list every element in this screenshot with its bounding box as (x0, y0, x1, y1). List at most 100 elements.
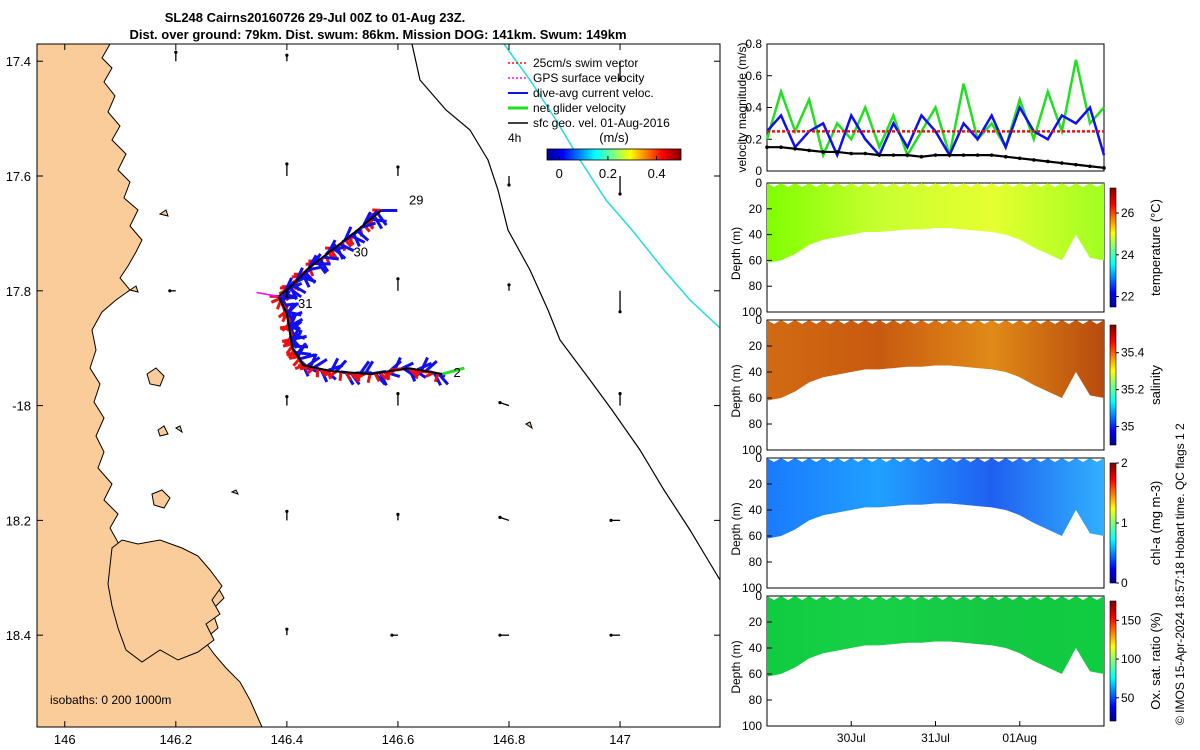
section-y-axis-label: Depth (m) (729, 227, 743, 280)
swim-vector (292, 357, 301, 367)
section-y-tick-label: 80 (749, 555, 763, 569)
sfc-geo-arrowhead (285, 394, 289, 399)
swim-vector (282, 342, 293, 348)
figure-title-line1: SL248 Cairns20160726 29-Jul 00Z to 01-Au… (165, 10, 466, 25)
peninsula-south (107, 539, 223, 663)
figure-title-line2: Dist. over ground: 79km. Dist. swum: 86k… (129, 27, 626, 42)
sfc-velocity-point (793, 146, 797, 151)
swim-vector (288, 355, 299, 360)
section-y-tick-label: 40 (749, 228, 763, 242)
sfc-velocity-point (1088, 164, 1092, 169)
section-y-tick-label: 80 (749, 279, 763, 293)
map-x-tick-label: 147 (609, 732, 631, 747)
swim-vector (378, 371, 388, 381)
island-north (146, 367, 165, 387)
map-x-tick-label: 146.2 (160, 732, 193, 747)
map-y-tick-label: -18 (12, 399, 31, 414)
dive-avg-vector (287, 315, 297, 330)
sfc-geo-arrowhead (285, 162, 289, 166)
colorbar-tick-label: 0.4 (648, 166, 666, 181)
section-y-tick-label: 0 (755, 176, 762, 190)
velocity-y-tick-label: 0 (755, 164, 762, 178)
sfc-geo-arrowhead (609, 518, 613, 522)
sfc-velocity-point (765, 145, 769, 149)
footer-note: © IMOS 15-Apr-2024 18:57:18 Hobart time.… (1173, 423, 1187, 725)
section-y-axis-label: Depth (m) (729, 502, 743, 555)
sfc-velocity-point (947, 153, 952, 157)
section-x-tick-label: 31Jul (921, 731, 950, 745)
dive-avg-vector (335, 359, 348, 373)
sfc-velocity-point (821, 150, 825, 154)
map-y-tick-label: 17.8 (6, 284, 31, 299)
map-y-tick-label: 18.2 (6, 513, 31, 528)
sfc-geo-arrowhead (168, 289, 172, 293)
section-colorbar-tick-label: 24 (1121, 248, 1135, 262)
swim-vector (277, 310, 287, 319)
sfc-geo-arrowhead (498, 400, 502, 405)
section-colorbar (1109, 462, 1117, 584)
section-x-tick-label: 01Aug (1002, 731, 1037, 745)
section-colorbar (1109, 187, 1117, 308)
section-y-tick-label: 100 (742, 719, 762, 733)
sfc-geo-arrowhead (618, 192, 622, 196)
sfc-geo-arrowhead (285, 53, 289, 57)
chla-section: 0 20 40 60 80 100 Depth (m) 0 1 2 chl-a (mg m-3) (729, 451, 1163, 595)
dive-avg-vector (279, 287, 290, 302)
isobath-note: isobaths: 0 200 1000m (50, 693, 171, 707)
colorbar-tick-label: 0.2 (599, 166, 617, 181)
dive-avg-vector (290, 331, 302, 345)
section-colorbar-label: Ox. sat. ratio (%) (1148, 612, 1163, 710)
dive-avg-vector (364, 360, 375, 375)
sfc-velocity-point (905, 153, 910, 157)
velocity-y-tick-label: 0.8 (745, 37, 762, 51)
section-y-axis-label: Depth (m) (729, 364, 743, 417)
temperature-section: 0 20 40 60 80 100 Depth (m) 22 24 26 temperature (… (729, 176, 1163, 319)
dive-avg-vector (437, 372, 450, 386)
swim-vector (373, 372, 381, 382)
sfc-velocity-point (989, 153, 994, 157)
speed-colorbar-ticks: 0 0.2 0.4 (556, 156, 666, 181)
section-colorbar-tick-label: 50 (1121, 691, 1135, 705)
dive-avg-vector (424, 359, 438, 373)
colorbar-tick-label: 0 (556, 166, 563, 181)
glider-track-line (277, 209, 443, 376)
sfc-geo-arrowhead (285, 295, 289, 299)
sfc-velocity-point (1046, 159, 1050, 164)
section-y-tick-label: 0 (755, 313, 762, 327)
swim-vector (330, 249, 338, 259)
swim-vector (338, 371, 343, 381)
day-label: 2 (453, 365, 460, 380)
legend-net-label: net glider velocity (533, 101, 626, 115)
island-small-f (525, 421, 533, 430)
map-axes-frame (36, 43, 721, 728)
map-x-tick-label: 146.4 (271, 732, 304, 747)
dive-avg-vector (292, 344, 309, 349)
track-layer (256, 208, 465, 387)
section-y-tick-label: 80 (749, 417, 763, 431)
sfc-geo-arrowhead (609, 633, 613, 637)
sfc-geo-arrowhead (396, 512, 400, 516)
section-y-tick-label: 20 (749, 615, 763, 629)
section-data-fill (767, 458, 1104, 539)
dive-avg-vector (288, 286, 303, 299)
section-colorbar-tick-label: 2 (1121, 456, 1128, 470)
section-y-tick-label: 20 (749, 339, 763, 353)
isobath-200m (411, 43, 721, 581)
section-y-tick-label: 20 (749, 477, 763, 491)
dive-avg-vector (420, 356, 429, 372)
swim-vector (270, 297, 281, 304)
colorbar-unit-label: (m/s) (599, 130, 629, 145)
section-x-tick-label: 30Jul (837, 731, 866, 745)
swim-vector (433, 372, 440, 383)
map-x-tick-label: 146.8 (493, 732, 526, 747)
sfc-velocity-point (891, 153, 896, 157)
dive-avg-vector (359, 360, 371, 375)
map-legend: 25cm/s swim vector GPS surface velocity … (508, 56, 670, 145)
sfc-geo-arrowhead (618, 77, 622, 81)
section-colorbar-tick-label: 0 (1121, 576, 1128, 590)
section-y-tick-label: 80 (749, 693, 763, 707)
